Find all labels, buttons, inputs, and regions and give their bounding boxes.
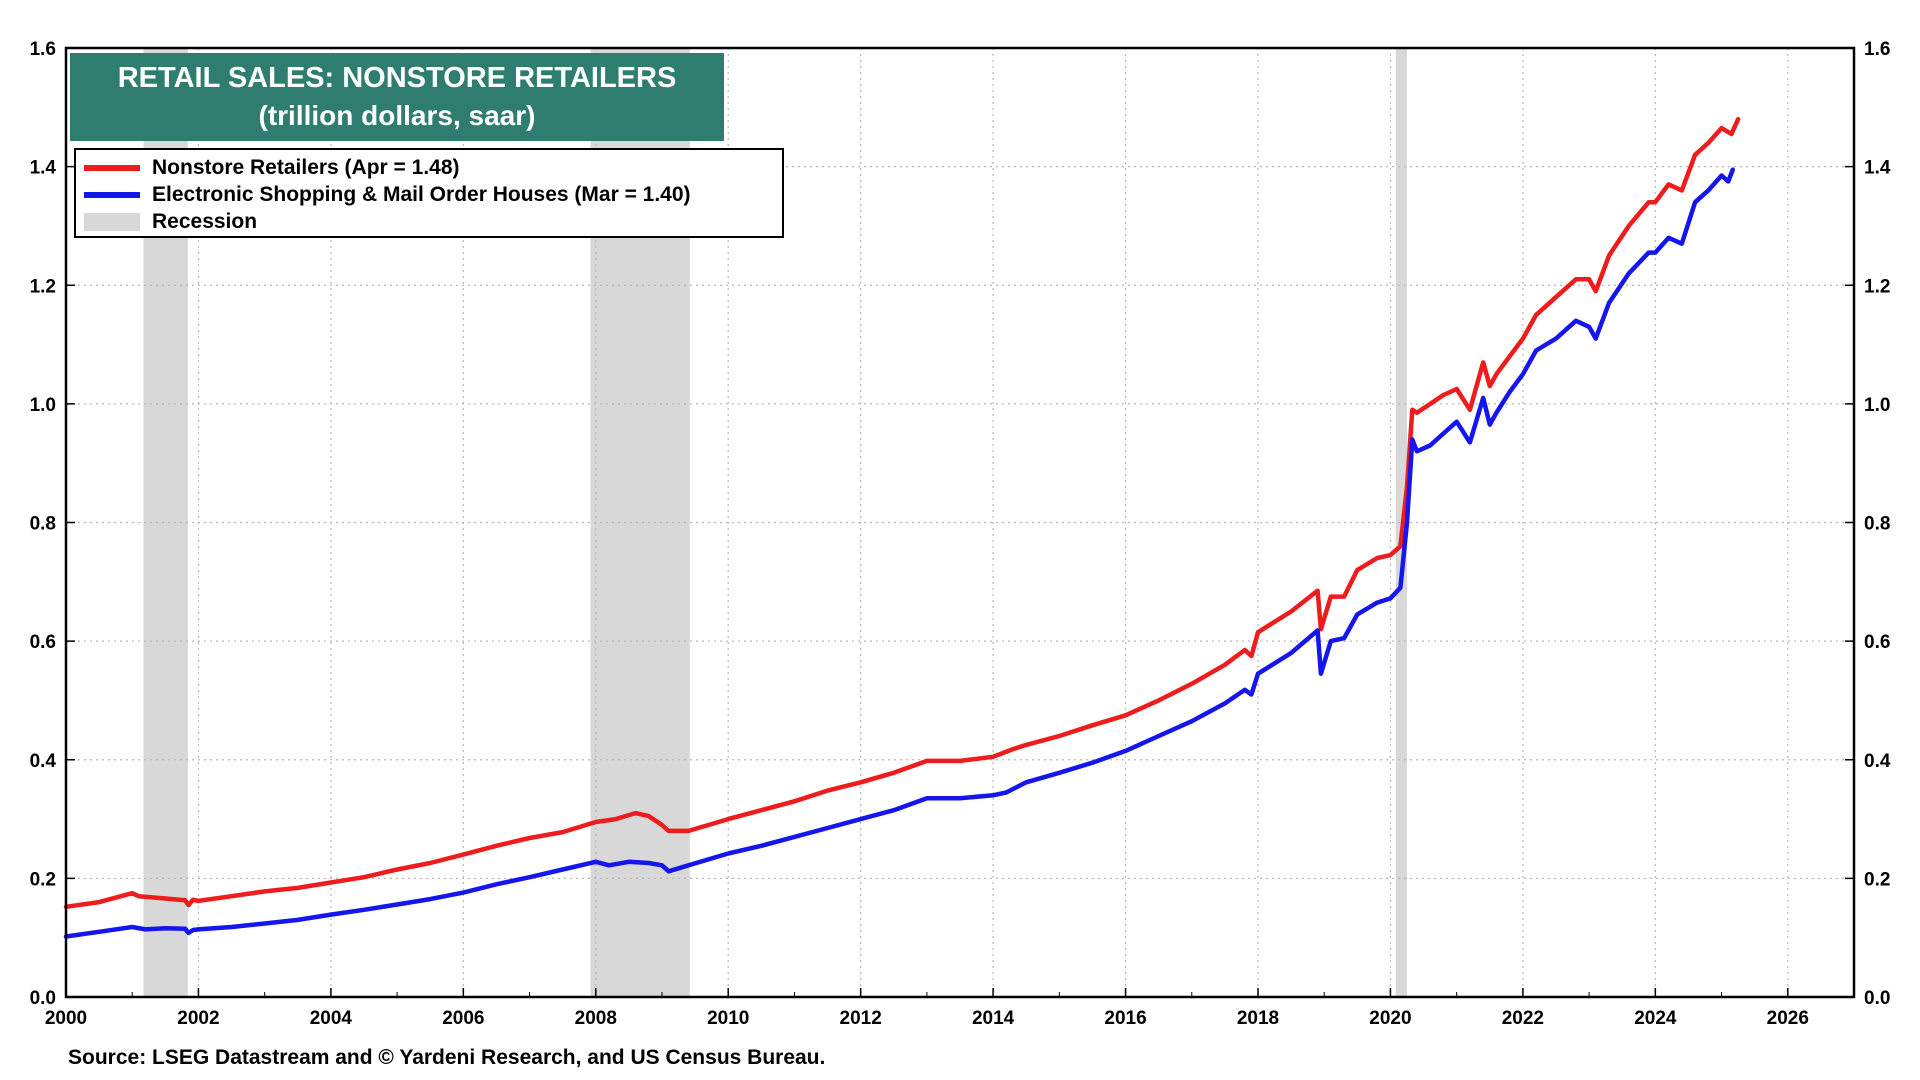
x-tick-label: 2006	[442, 1008, 484, 1029]
legend: Nonstore Retailers (Apr = 1.48) Electron…	[74, 148, 784, 238]
y-tick-label-right: 1.2	[1864, 276, 1890, 297]
y-tick-label-left: 0.6	[30, 632, 56, 653]
y-tick-label-right: 0.2	[1864, 869, 1890, 890]
legend-item-recession: Recession	[84, 208, 774, 235]
y-tick-label-right: 0.6	[1864, 632, 1890, 653]
x-tick-label: 2008	[575, 1008, 617, 1029]
y-tick-label-right: 1.6	[1864, 39, 1890, 60]
y-tick-label-left: 1.2	[30, 276, 56, 297]
y-tick-label-right: 0.0	[1864, 988, 1890, 1009]
series-line-1	[63, 167, 1736, 939]
x-tick-label: 2014	[972, 1008, 1015, 1029]
y-tick-label-right: 0.4	[1864, 751, 1891, 772]
gridlines	[66, 48, 1854, 997]
x-tick-label: 2002	[177, 1008, 219, 1029]
x-tick-label: 2016	[1104, 1008, 1146, 1029]
y-tick-label-right: 1.4	[1864, 158, 1891, 179]
x-tick-label: 2010	[707, 1008, 749, 1029]
legend-swatch-recession	[84, 212, 140, 231]
y-tick-label-left: 0.2	[30, 869, 56, 890]
chart-title: RETAIL SALES: NONSTORE RETAILERS	[117, 62, 677, 94]
x-tick-label: 2026	[1767, 1008, 1809, 1029]
y-tick-label-left: 0.8	[30, 514, 56, 535]
x-tick-label: 2020	[1369, 1008, 1411, 1029]
x-tick-label: 2022	[1502, 1008, 1544, 1029]
chart-subtitle: (trillion dollars, saar)	[258, 100, 536, 131]
legend-item-nonstore: Nonstore Retailers (Apr = 1.48)	[84, 154, 774, 181]
legend-swatch-nonstore	[84, 164, 140, 171]
x-tick-label: 2012	[840, 1008, 882, 1029]
series-lines	[63, 116, 1741, 939]
legend-swatch-electronic	[84, 191, 140, 198]
y-tick-label-left: 0.4	[30, 751, 57, 772]
x-tick-label: 2018	[1237, 1008, 1279, 1029]
series-line-0	[63, 116, 1741, 910]
legend-label-electronic: Electronic Shopping & Mail Order Houses …	[152, 182, 691, 206]
legend-item-electronic: Electronic Shopping & Mail Order Houses …	[84, 181, 774, 208]
axis-ticks: 2000 2002 2004 2006 2008 2010 2012 2014 2016 2018…	[30, 39, 1891, 1029]
x-tick-label: 2004	[310, 1008, 353, 1029]
y-tick-label-left: 1.6	[30, 39, 56, 60]
source-note: Source: LSEG Datastream and © Yardeni Re…	[68, 1046, 826, 1069]
x-tick-label: 2024	[1634, 1008, 1677, 1029]
y-tick-label-right: 1.0	[1864, 395, 1890, 416]
chart-title-box: RETAIL SALES: NONSTORE RETAILERS (trilli…	[70, 53, 724, 141]
y-tick-label-left: 0.0	[30, 988, 56, 1009]
x-tick-label: 2000	[45, 1008, 87, 1029]
legend-label-nonstore: Nonstore Retailers (Apr = 1.48)	[152, 155, 460, 179]
legend-label-recession: Recession	[152, 209, 258, 233]
y-tick-label-right: 0.8	[1864, 514, 1890, 535]
y-tick-label-left: 1.0	[30, 395, 56, 416]
y-tick-label-left: 1.4	[30, 158, 57, 179]
